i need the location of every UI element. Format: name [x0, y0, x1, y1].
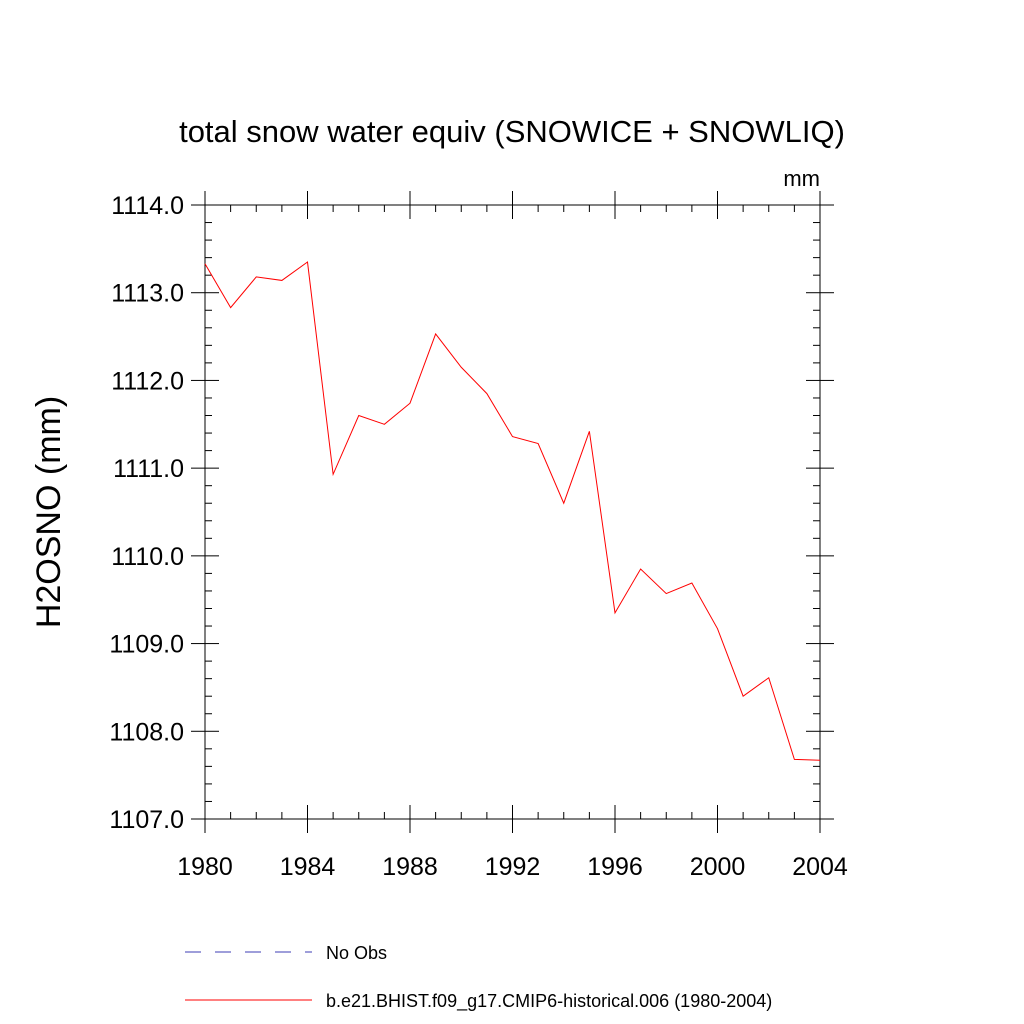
- legend: No Obs b.e21.BHIST.f09_g17.CMIP6-histori…: [185, 943, 772, 1012]
- y-tick-label: 1114.0: [111, 192, 184, 220]
- y-tick-label: 1107.0: [109, 806, 184, 834]
- legend-label-series: b.e21.BHIST.f09_g17.CMIP6-historical.006…: [326, 991, 772, 1012]
- y-axis-label: H2OSNO (mm): [30, 396, 68, 628]
- plot-frame: [204, 204, 821, 820]
- x-tick-label: 1992: [485, 853, 541, 881]
- y-tick-label: 1108.0: [109, 718, 184, 746]
- x-tick-label: 2004: [792, 853, 848, 881]
- y-tick-label: 1109.0: [109, 631, 184, 659]
- x-tick-label: 1980: [177, 853, 233, 881]
- y-axis-ticks: 1107.0 1108.0 1109.0 1110.0 1111.0 1112.0 1113…: [109, 192, 834, 834]
- units-label: mm: [783, 166, 820, 191]
- y-tick-label: 1111.0: [113, 455, 184, 483]
- chart-title: total snow water equiv (SNOWICE + SNOWLI…: [179, 114, 845, 149]
- series-layer: [204, 261, 821, 761]
- y-tick-label: 1110.0: [111, 543, 184, 571]
- x-axis-ticks: 1980 1984 1988 1992 1996 2000 2004: [177, 191, 848, 881]
- x-tick-label: 1988: [382, 853, 438, 881]
- x-tick-label: 1984: [280, 853, 336, 881]
- series-line: [204, 261, 821, 761]
- y-tick-label: 1113.0: [111, 280, 184, 308]
- legend-label-no-obs: No Obs: [326, 943, 387, 963]
- x-tick-label: 2000: [690, 853, 746, 881]
- y-tick-label: 1112.0: [111, 367, 184, 395]
- x-tick-label: 1996: [587, 853, 643, 881]
